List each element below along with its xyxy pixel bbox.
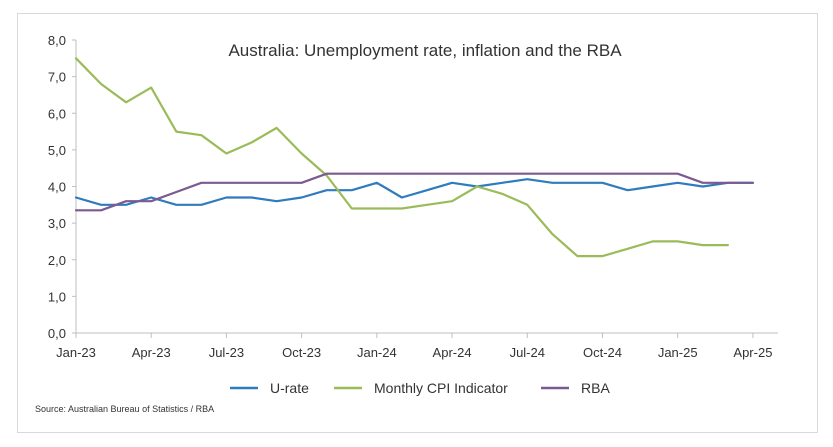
series-line-monthly-cpi-indicator [74, 57, 730, 258]
y-tick-label: 4,0 [48, 180, 66, 195]
source-note: Source: Australian Bureau of Statistics … [35, 404, 215, 414]
legend-label-u-rate: U-rate [270, 380, 309, 396]
y-tick-label: 6,0 [48, 106, 66, 121]
axes: 0,0 1,0 2,0 3,0 4,0 5,0 6,0 7,0 8,0 Jan-23 Apr-23 J… [48, 33, 778, 360]
legend-label-rba: RBA [581, 380, 610, 396]
legend: U-rate Monthly CPI Indicator RBA [230, 380, 610, 396]
y-tick-label: 2,0 [48, 253, 66, 268]
y-tick-label: 7,0 [48, 70, 66, 85]
series-line-rba [74, 172, 755, 212]
x-tick-label: Jul-23 [209, 345, 244, 360]
chart-title: Australia: Unemployment rate, inflation … [228, 41, 622, 60]
y-tick-label: 5,0 [48, 143, 66, 158]
series-line-u-rate [74, 178, 755, 206]
x-tick-label: Apr-25 [733, 345, 772, 360]
y-tick-label: 1,0 [48, 289, 66, 304]
chart-frame [17, 13, 818, 433]
x-tick-label: Oct-23 [282, 345, 321, 360]
series-lines [74, 57, 755, 258]
x-tick-label: Apr-24 [433, 345, 472, 360]
x-tick-label: Oct-24 [583, 345, 622, 360]
y-tick-label: 3,0 [48, 216, 66, 231]
x-tick-label: Jan-24 [357, 345, 397, 360]
x-tick-label: Jan-25 [658, 345, 698, 360]
legend-label-monthly-cpi-indicator: Monthly CPI Indicator [374, 380, 508, 396]
x-tick-label: Jul-24 [510, 345, 545, 360]
y-tick-label: 0,0 [48, 326, 66, 341]
x-tick-label: Apr-23 [132, 345, 171, 360]
x-tick-label: Jan-23 [56, 345, 96, 360]
y-tick-label: 8,0 [48, 33, 66, 48]
